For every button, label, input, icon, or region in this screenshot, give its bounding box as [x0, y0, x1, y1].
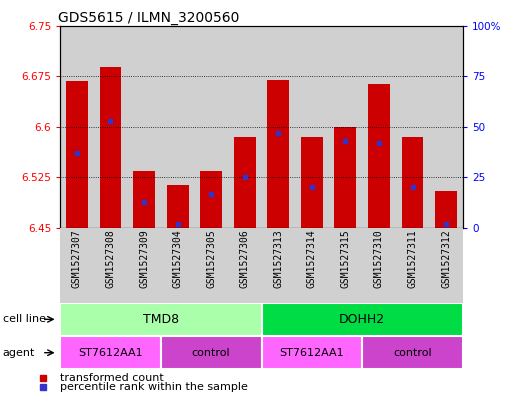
Bar: [362, 26, 396, 228]
Text: TMD8: TMD8: [143, 313, 179, 326]
Bar: [262, 228, 295, 303]
Text: cell line: cell line: [3, 314, 46, 324]
Bar: [161, 228, 195, 303]
Text: control: control: [192, 348, 231, 358]
Bar: [161, 336, 262, 369]
Bar: [127, 26, 161, 228]
Text: percentile rank within the sample: percentile rank within the sample: [60, 382, 247, 392]
Bar: [262, 336, 362, 369]
Text: GSM1527313: GSM1527313: [274, 230, 283, 288]
Bar: [368, 84, 390, 228]
Bar: [435, 191, 457, 228]
Bar: [402, 137, 424, 228]
Bar: [99, 67, 121, 228]
Bar: [228, 228, 262, 303]
Text: GDS5615 / ILMN_3200560: GDS5615 / ILMN_3200560: [58, 11, 240, 24]
Text: GSM1527312: GSM1527312: [441, 230, 451, 288]
Bar: [94, 228, 127, 303]
Text: GSM1527311: GSM1527311: [407, 230, 417, 288]
Text: ST7612AA1: ST7612AA1: [279, 348, 344, 358]
Bar: [262, 26, 295, 228]
Bar: [228, 26, 262, 228]
Bar: [195, 228, 228, 303]
Text: GSM1527309: GSM1527309: [139, 230, 149, 288]
Bar: [362, 228, 396, 303]
Bar: [362, 336, 463, 369]
Bar: [328, 228, 362, 303]
Text: DOHH2: DOHH2: [339, 313, 385, 326]
Bar: [60, 26, 94, 228]
Bar: [429, 228, 463, 303]
Text: GSM1527305: GSM1527305: [206, 230, 216, 288]
Text: transformed count: transformed count: [60, 373, 164, 383]
Text: GSM1527307: GSM1527307: [72, 230, 82, 288]
Text: GSM1527306: GSM1527306: [240, 230, 249, 288]
Bar: [127, 228, 161, 303]
Text: GSM1527308: GSM1527308: [106, 230, 116, 288]
Text: GSM1527304: GSM1527304: [173, 230, 183, 288]
Text: GSM1527310: GSM1527310: [374, 230, 384, 288]
Bar: [295, 228, 328, 303]
Bar: [94, 26, 127, 228]
Bar: [66, 81, 88, 228]
Bar: [60, 336, 161, 369]
Bar: [267, 79, 289, 228]
Bar: [234, 137, 256, 228]
Bar: [161, 26, 195, 228]
Bar: [429, 26, 463, 228]
Bar: [200, 171, 222, 228]
Bar: [195, 26, 228, 228]
Bar: [396, 26, 429, 228]
Bar: [295, 26, 328, 228]
Bar: [133, 171, 155, 228]
Text: ST7612AA1: ST7612AA1: [78, 348, 143, 358]
Bar: [335, 127, 356, 228]
Text: GSM1527314: GSM1527314: [307, 230, 317, 288]
Bar: [301, 137, 323, 228]
Text: GSM1527315: GSM1527315: [340, 230, 350, 288]
Bar: [60, 228, 94, 303]
Bar: [167, 185, 188, 228]
Bar: [328, 26, 362, 228]
Bar: [396, 228, 429, 303]
Text: agent: agent: [3, 348, 35, 358]
Bar: [60, 303, 262, 336]
Text: control: control: [393, 348, 432, 358]
Bar: [262, 303, 463, 336]
